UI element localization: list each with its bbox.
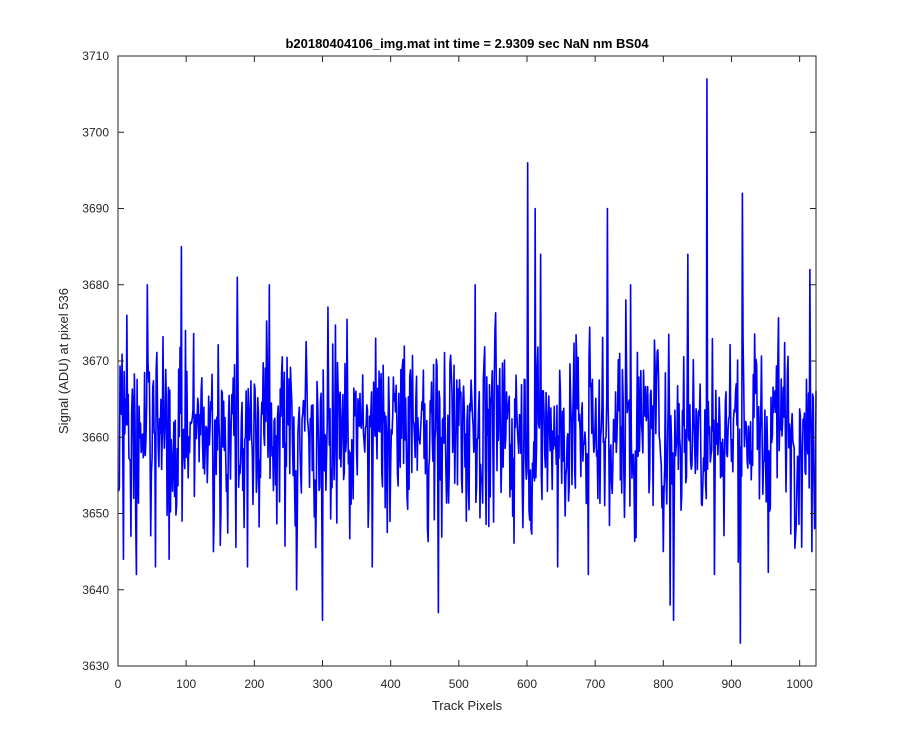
x-tick-label: 100 bbox=[176, 677, 196, 691]
x-tick-label: 800 bbox=[653, 677, 673, 691]
x-tick-label: 0 bbox=[115, 677, 122, 691]
y-axis-label: Signal (ADU) at pixel 536 bbox=[56, 288, 71, 434]
y-tick-label: 3670 bbox=[82, 354, 109, 368]
data-layer bbox=[117, 78, 817, 644]
signal-series-line bbox=[117, 78, 817, 644]
x-tick-label: 1000 bbox=[786, 677, 813, 691]
chart-title: b20180404106_img.mat int time = 2.9309 s… bbox=[285, 36, 649, 51]
x-tick-label: 400 bbox=[381, 677, 401, 691]
plot-area bbox=[118, 56, 816, 666]
x-tick-label: 500 bbox=[449, 677, 469, 691]
y-tick-label: 3650 bbox=[82, 507, 109, 521]
y-tick-label: 3700 bbox=[82, 125, 109, 139]
y-tick-label: 3660 bbox=[82, 430, 109, 444]
y-tick-label: 3640 bbox=[82, 583, 109, 597]
y-tick-label: 3680 bbox=[82, 278, 109, 292]
x-tick-label: 200 bbox=[244, 677, 264, 691]
y-tick-label: 3690 bbox=[82, 202, 109, 216]
x-tick-label: 900 bbox=[721, 677, 741, 691]
axes-layer: 0 100 200 300 400 500 600 700 800 900 1000 3630 3640… bbox=[82, 49, 817, 691]
y-tick-label: 3630 bbox=[82, 659, 109, 673]
x-axis-label: Track Pixels bbox=[432, 698, 503, 713]
x-tick-label: 600 bbox=[517, 677, 537, 691]
x-tick-label: 300 bbox=[312, 677, 332, 691]
x-tick-label: 700 bbox=[585, 677, 605, 691]
y-tick-label: 3710 bbox=[82, 49, 109, 63]
